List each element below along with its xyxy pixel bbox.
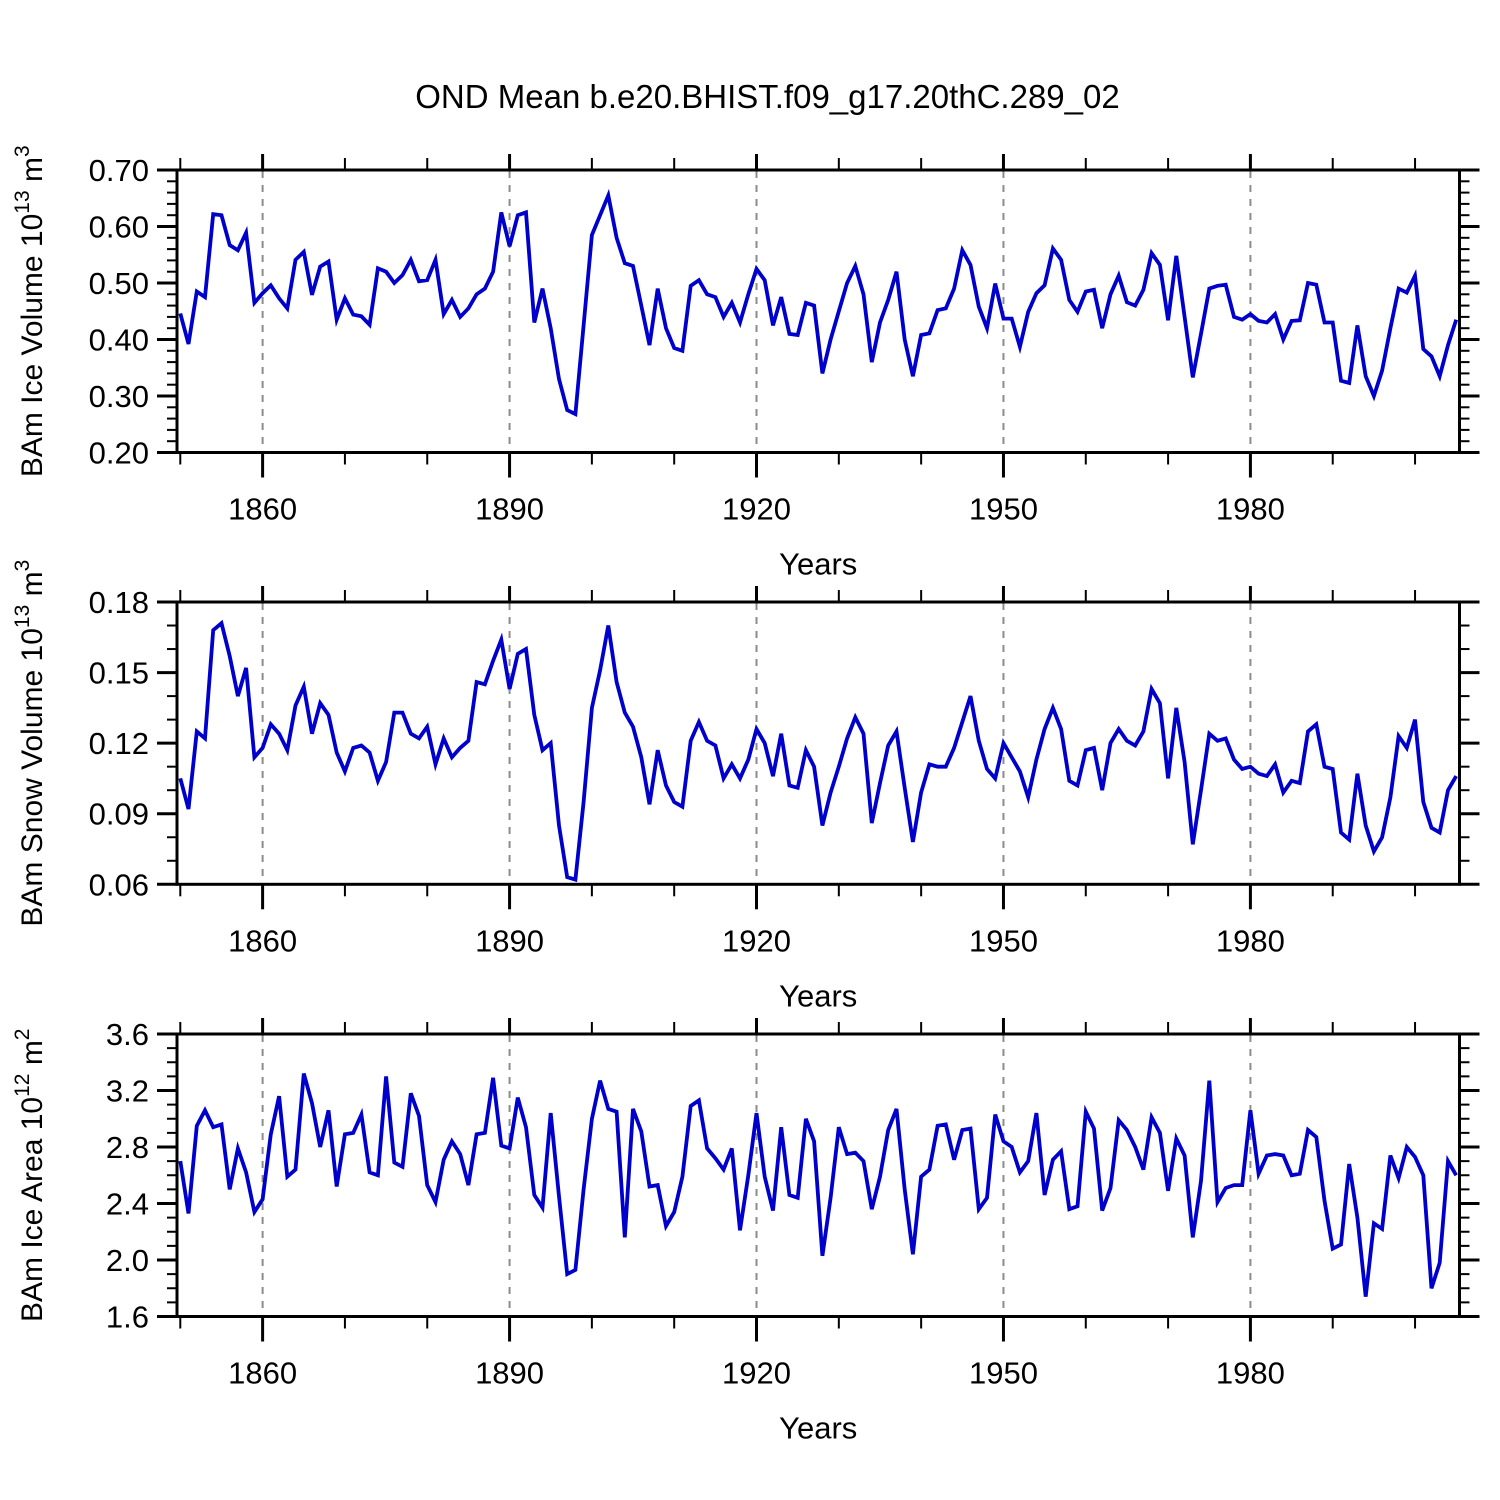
ice-area-series-line [178, 1072, 1458, 1297]
xtick-label: 1890 [475, 1356, 544, 1391]
xtick-label: 1950 [969, 1356, 1038, 1391]
xtick-label: 1920 [722, 1356, 791, 1391]
plot-box [175, 600, 1461, 886]
panel-snow-volume: 0.18 0.15 0.12 0.09 0.06 1860 1890 1920 1950 1980… [11, 560, 1480, 1013]
xtick-label: 1890 [475, 923, 544, 958]
y-axis-label: BAm Ice Volume 1013 m3 [11, 145, 49, 477]
ytick-label: 0.12 [89, 726, 149, 761]
ytick-label: 1.6 [106, 1300, 149, 1335]
ytick-label: 0.30 [89, 379, 149, 414]
xtick-label: 1860 [228, 923, 297, 958]
plot-box [175, 168, 1461, 454]
ytick-label: 2.4 [106, 1187, 149, 1222]
x-axis-label: Years [779, 978, 857, 1013]
x-axis-label: Years [779, 1411, 857, 1446]
xtick-label: 1890 [475, 492, 544, 527]
xtick-label: 1950 [969, 492, 1038, 527]
panel-ice-volume: 0.70 0.60 0.50 0.40 0.30 0.20 1860 1890 1920 1950… [11, 145, 1480, 582]
xtick-label: 1920 [722, 923, 791, 958]
ytick-label: 0.40 [89, 323, 149, 358]
panel-ice-area: 3.6 3.2 2.8 2.4 2.0 1.6 1860 1890 1920 1950 1980 Ye… [11, 1017, 1480, 1446]
ytick-label: 2.8 [106, 1130, 149, 1165]
ytick-label: 0.20 [89, 436, 149, 471]
ytick-label: 0.15 [89, 656, 149, 691]
ytick-label: 0.60 [89, 210, 149, 245]
xtick-label: 1980 [1216, 923, 1285, 958]
y-axis-label: BAm Snow Volume 1013 m3 [11, 560, 49, 927]
ytick-label: 3.2 [106, 1074, 149, 1109]
ytick-label: 0.06 [89, 867, 149, 902]
ytick-label: 0.09 [89, 797, 149, 832]
ytick-label: 3.6 [106, 1017, 149, 1052]
xtick-label: 1920 [722, 492, 791, 527]
ytick-label: 0.50 [89, 266, 149, 301]
ice-volume-series-line [178, 188, 1459, 418]
xtick-label: 1980 [1216, 492, 1285, 527]
ytick-label: 2.0 [106, 1243, 149, 1278]
xtick-label: 1980 [1216, 1356, 1285, 1391]
xtick-label: 1950 [969, 923, 1038, 958]
chart-title: OND Mean b.e20.BHIST.f09_g17.20thC.289_0… [415, 78, 1120, 115]
xtick-label: 1860 [228, 1356, 297, 1391]
xtick-label: 1860 [228, 492, 297, 527]
ytick-label: 0.18 [89, 585, 149, 620]
snow-volume-series-line [178, 619, 1458, 883]
x-axis-label: Years [779, 547, 857, 582]
y-axis-label: BAm Ice Area 1012 m2 [11, 1029, 49, 1323]
ytick-label: 0.70 [89, 153, 149, 188]
